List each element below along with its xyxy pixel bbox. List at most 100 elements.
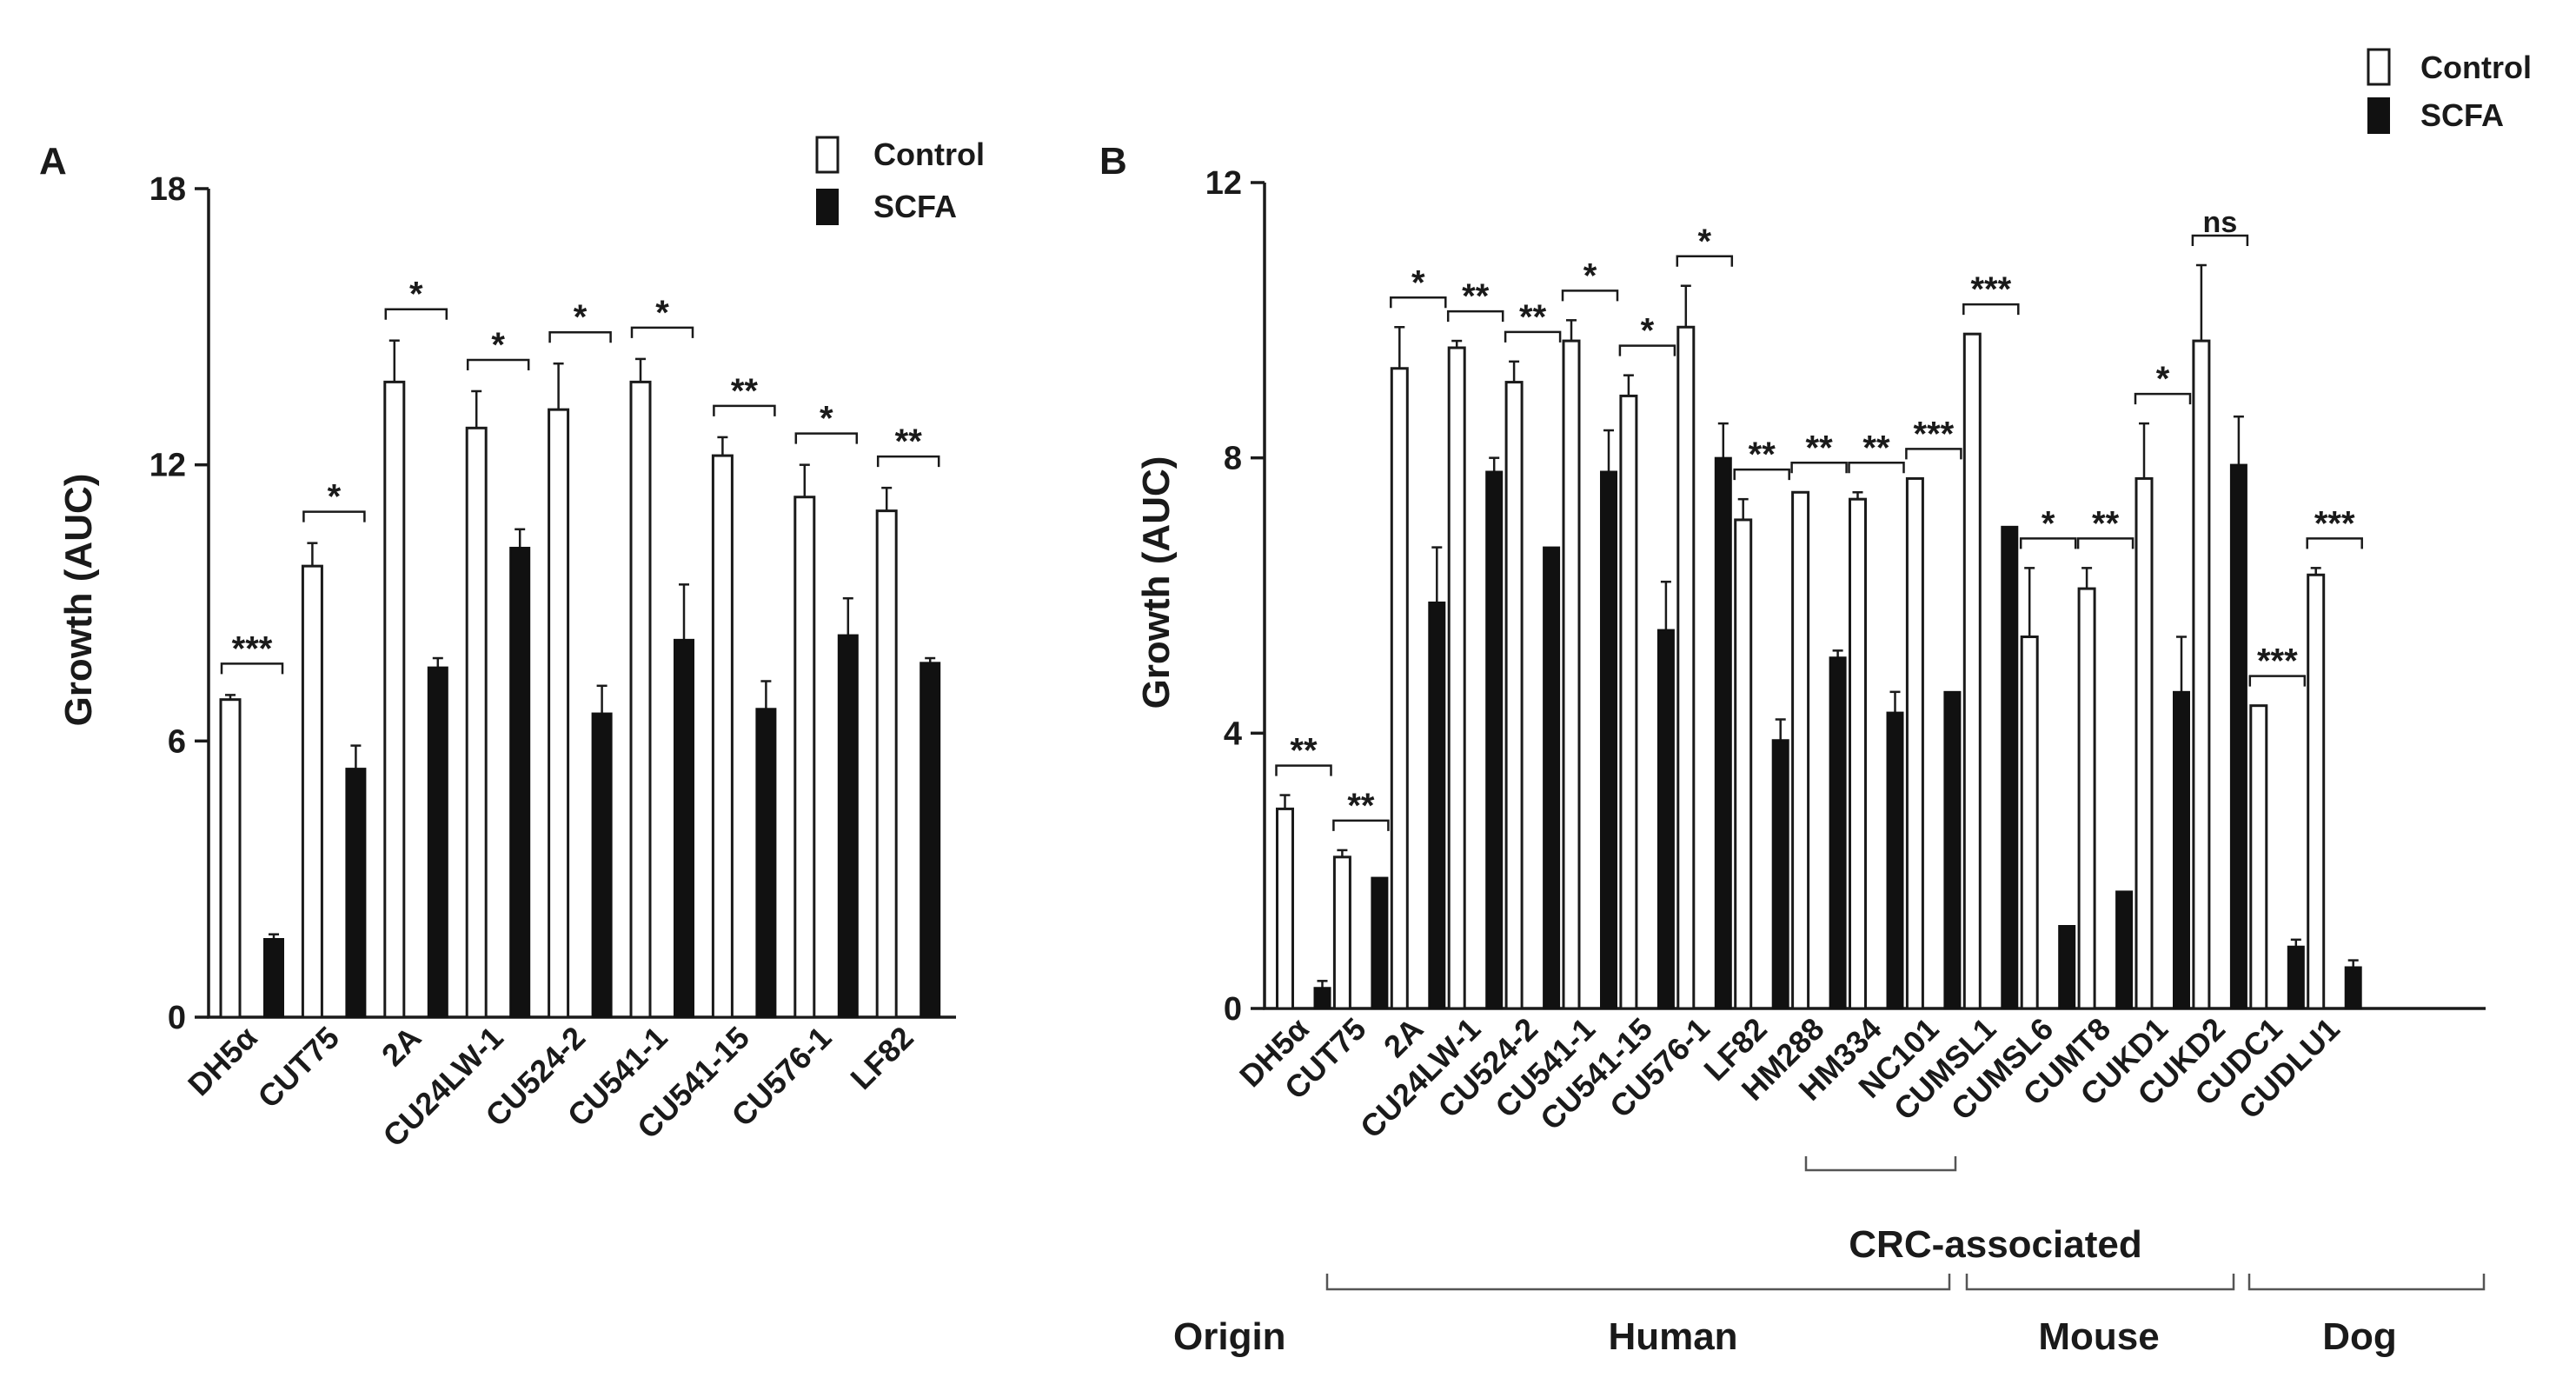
origin-mouse: Mouse (2038, 1315, 2159, 1358)
significance-label: ** (1462, 277, 1490, 316)
origin-human: Human (1608, 1315, 1737, 1358)
significance-label: *** (232, 629, 273, 668)
x-tick-label: LF82 (843, 1020, 920, 1096)
y-tick-label: 12 (149, 448, 186, 484)
significance-bracket (548, 330, 612, 343)
significance-label: ** (895, 423, 923, 461)
significance-bracket (1676, 255, 1734, 267)
significance-label: * (574, 298, 588, 336)
significance-label: *** (1914, 415, 1955, 453)
significance-label: ** (1519, 298, 1547, 336)
significance-bracket (1733, 468, 1790, 481)
y-tick-label: 0 (168, 1000, 186, 1036)
bar-control (548, 408, 570, 1019)
y-tick-label: 8 (1224, 441, 1242, 477)
panel-b-ylabel: Growth (AUC) (1135, 456, 1178, 709)
significance-bracket (2134, 392, 2192, 405)
significance-bracket (2248, 675, 2307, 687)
significance-label: * (820, 400, 833, 438)
bar-scfa (1485, 470, 1504, 1009)
bar-scfa (2115, 890, 2134, 1009)
panel-a-legend-scfa: SCFA (873, 189, 957, 224)
bar-control (2192, 339, 2211, 1010)
significance-label: *** (2314, 504, 2355, 542)
bar-control (1849, 497, 1867, 1010)
bar-scfa (1771, 739, 1789, 1009)
bar-scfa (1428, 601, 1446, 1010)
significance-bracket (876, 455, 940, 468)
bar-control (1447, 346, 1466, 1010)
significance-label: * (491, 326, 505, 364)
bar-control (1332, 855, 1351, 1010)
bar-control (1504, 381, 1524, 1010)
significance-bracket (1848, 462, 1905, 474)
y-tick-label: 6 (168, 723, 186, 760)
bar-scfa (591, 712, 613, 1018)
bar-scfa (2058, 925, 2076, 1009)
bar-control (1734, 518, 1753, 1010)
bar-control (1676, 325, 1696, 1010)
y-tick-label: 18 (149, 171, 186, 208)
significance-bracket (1618, 344, 1676, 356)
significance-bracket (384, 308, 448, 320)
origin-dog: Dog (2322, 1315, 2397, 1358)
bar-scfa (2229, 463, 2247, 1009)
significance-bracket (1446, 309, 1504, 323)
panel-a-legend-scfa-swatch (816, 189, 839, 225)
bar-control (793, 496, 816, 1019)
significance-bracket (2191, 234, 2249, 246)
significance-label: * (2156, 360, 2170, 398)
x-tick-label: 2A (375, 1020, 428, 1074)
bar-scfa (755, 708, 777, 1018)
bar-scfa (837, 634, 859, 1018)
bar-control (2249, 704, 2268, 1010)
significance-label: * (1583, 256, 1597, 295)
crc-associated-label: CRC-associated (1849, 1223, 2141, 1266)
significance-bracket (1332, 819, 1390, 831)
significance-label: ns (2203, 206, 2238, 239)
bar-scfa (509, 546, 531, 1018)
bar-control (711, 454, 734, 1019)
origin-bracket-dog (2247, 1274, 2486, 1291)
significance-bracket (466, 358, 530, 370)
significance-label: ** (2092, 504, 2120, 542)
significance-label: ** (1806, 429, 1834, 467)
significance-bracket (302, 510, 366, 522)
panel-b-label: B (1099, 140, 1127, 183)
bar-control (875, 509, 898, 1019)
significance-label: * (2042, 504, 2055, 542)
bar-scfa (427, 666, 448, 1018)
significance-label: ** (1749, 436, 1776, 474)
bar-control (1562, 339, 1581, 1010)
significance-label: ** (731, 372, 759, 410)
bar-scfa (2173, 690, 2190, 1009)
y-tick-label: 4 (1224, 715, 1242, 752)
bar-scfa (1714, 456, 1732, 1009)
significance-label: * (409, 276, 423, 314)
significance-label: *** (2257, 642, 2298, 681)
significance-bracket (1275, 764, 1332, 776)
significance-bracket (1504, 330, 1562, 343)
significance-bracket (713, 404, 776, 416)
significance-bracket (2306, 537, 2363, 549)
significance-label: * (1411, 263, 1425, 302)
panel-b-legend-scfa: SCFA (2420, 97, 2504, 133)
bar-control (1276, 807, 1294, 1010)
significance-bracket (1905, 448, 1962, 460)
y-tick-label: 0 (1224, 991, 1242, 1028)
bar-scfa (2344, 966, 2362, 1009)
significance-label: * (655, 294, 669, 332)
panel-b-legend-scfa-swatch (2367, 97, 2390, 134)
x-tick-label: CUT75 (250, 1020, 346, 1115)
panel-a-legend-control-swatch (815, 136, 840, 174)
crc-bracket (1804, 1156, 1957, 1172)
significance-bracket (1561, 290, 1619, 302)
bar-control (1390, 367, 1409, 1010)
panel-b-legend-control-swatch (2367, 48, 2391, 86)
significance-label: * (328, 478, 342, 516)
bar-control (465, 426, 488, 1019)
significance-bracket (1790, 462, 1848, 474)
